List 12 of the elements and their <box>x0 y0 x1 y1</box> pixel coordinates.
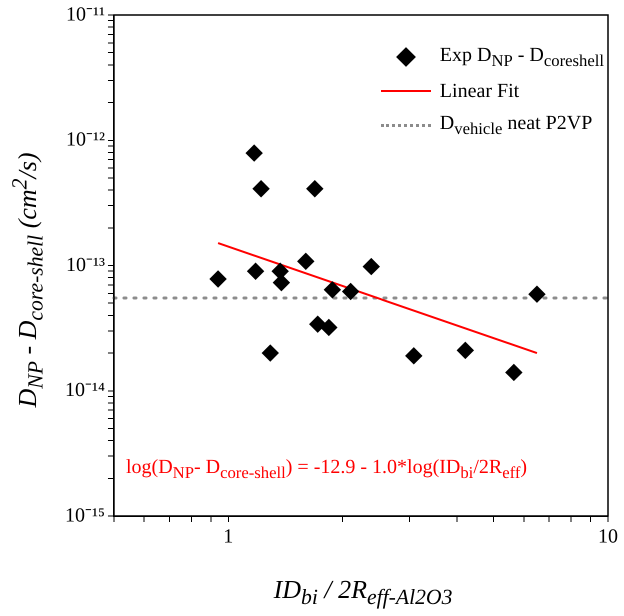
y-tick-label: 10⁻¹¹ <box>66 3 105 26</box>
text: log(D$_{NP}$- D$_{core-shell}$) = -12.9 - 1.0*log(ID$_{bi}$/2R$_{eff}$) <box>126 456 528 482</box>
y-tick-label: 10⁻¹⁴ <box>65 379 105 401</box>
legend-label: Linear Fit <box>440 80 520 102</box>
x-tick-label: 10 <box>598 525 618 548</box>
legend-label: D$_{vehicle}$ neat P2VP <box>440 112 592 138</box>
y-tick-label: 10⁻¹³ <box>66 254 105 276</box>
x-axis-title: ID$_{bi}$ / 2R$_{eff-Al2O3}$ <box>272 574 454 610</box>
legend-label: Exp D$_{NP}$ - D$_{coreshell}$ <box>440 44 604 70</box>
y-tick-label: 10⁻¹⁵ <box>65 504 105 526</box>
y-tick-label: 10⁻¹² <box>66 128 105 150</box>
x-tick-label: 1 <box>223 525 234 548</box>
